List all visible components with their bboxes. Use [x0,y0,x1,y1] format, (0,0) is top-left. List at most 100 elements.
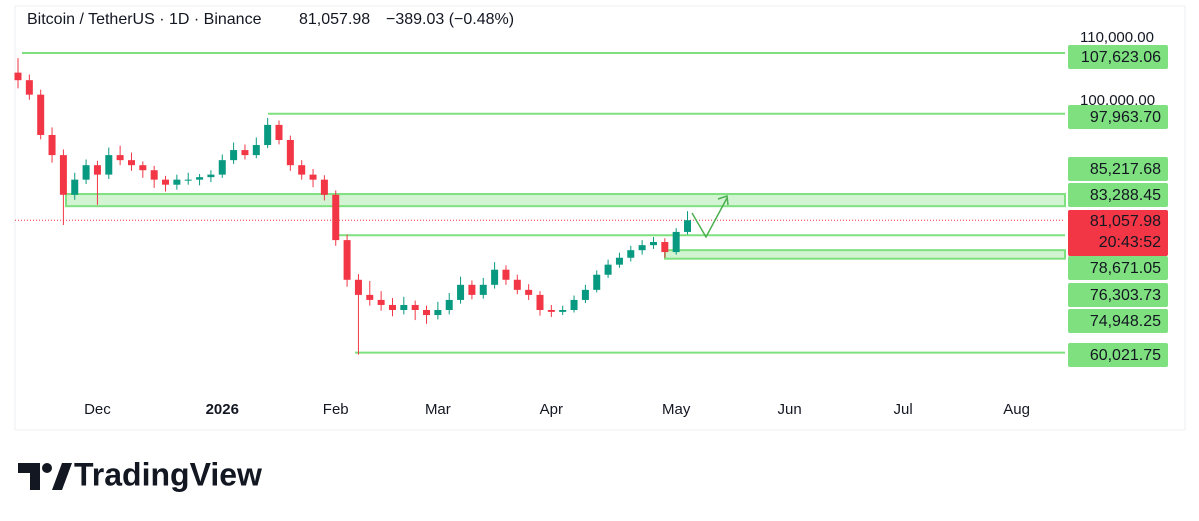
plot: 110,000.00 100,000.00 Dec 2026 Feb Mar Apr May J… [14,29,1168,418]
chart-frame [14,5,1186,431]
candle-body [286,139,294,166]
candle-body [173,179,181,185]
x-tick-label: Aug [1003,401,1030,418]
price-label: 83,288.45 [1090,187,1161,204]
price-label: 85,217.68 [1090,161,1161,178]
candle-body [547,309,555,312]
candle-body [196,177,204,180]
candle-body [309,174,317,180]
candle-body [184,179,192,181]
candle-body [672,231,680,253]
candle-body [127,160,135,166]
candle-body [661,241,669,253]
candle-body [207,174,215,178]
candle-body [37,94,45,135]
candle-body [354,279,362,295]
candle-body [445,299,453,310]
price-zone [65,193,1066,208]
price-label: 97,963.70 [1090,109,1161,126]
header-price: 81,057.98 [299,11,370,28]
candle-body [230,150,238,161]
candle-body [570,299,578,310]
candle-body [513,279,521,290]
price-label: 60,021.75 [1090,347,1161,364]
candle-body [649,241,657,246]
candle-body [536,294,544,310]
x-tick-label: May [662,401,691,418]
candle-body [388,304,396,310]
candle-body [218,160,226,175]
brand-logo [18,463,72,490]
candle-body [264,124,272,146]
candle-body [343,240,351,280]
projection-arrow [691,197,728,239]
price-label-box [1068,183,1168,207]
x-tick-label: Jun [778,401,802,418]
price-label-box [1068,105,1168,129]
candle-body [105,155,113,175]
candle-body [150,170,158,180]
candle-body [320,179,328,195]
last-price-label: 81,057.98 [1090,213,1161,230]
price-label-box [1068,45,1168,69]
candle-body [491,269,499,285]
last-price-box [1068,210,1168,256]
candle-body [48,134,56,156]
x-tick-label: Dec [84,401,111,418]
candle-body [93,165,101,175]
candle-body [434,309,442,316]
candle-body [275,124,283,140]
candle-body [525,289,533,295]
x-tick-label: Mar [425,401,451,418]
price-zone [664,249,1066,260]
price-label-box [1068,283,1168,307]
candle-body [423,309,431,316]
candle-body [162,179,170,185]
candle-body [252,145,260,156]
candle-body [502,269,510,280]
candle-body [468,284,476,295]
candle-body [604,264,612,275]
candle-body [479,284,487,295]
price-label: 74,948.25 [1090,313,1161,330]
price-label-box [1068,343,1168,367]
brand-name: TradingView [74,456,262,492]
candle-body [116,155,124,161]
candle-body [638,245,646,251]
price-label: 76,303.73 [1090,287,1161,304]
projection-arrowhead [717,194,729,206]
candle-body [627,250,635,258]
candle-body [559,309,567,312]
candle-body [684,220,692,232]
candle-body [366,294,374,300]
x-tick-label: 2026 [206,401,239,418]
price-label-box [1068,157,1168,181]
header-change: −389.03 (−0.48%) [386,11,514,28]
countdown-label: 20:43:52 [1099,234,1161,251]
price-label: 107,623.06 [1081,49,1161,66]
candle-body [400,304,408,310]
x-tick-label: Apr [540,401,563,418]
candle-body [71,179,79,195]
candle-body [377,299,385,305]
candle-body [332,194,340,241]
candle-body [593,274,601,290]
x-tick-label: Jul [894,401,913,418]
candle-body [82,165,90,180]
candle-body [411,304,419,310]
candle-body [241,150,249,156]
price-label-box [1068,309,1168,333]
candle-body [25,80,33,95]
x-tick-label: Feb [323,401,349,418]
y-tick-label: 100,000.00 [1080,92,1155,109]
candle-body [298,165,306,175]
candle-body [14,72,22,81]
price-label: 78,671.05 [1090,260,1161,277]
candle-body [581,289,589,300]
candle-body [457,284,465,300]
candle-body [139,165,147,171]
price-label-box [1068,256,1168,280]
y-tick-label: 110,000.00 [1080,29,1154,46]
